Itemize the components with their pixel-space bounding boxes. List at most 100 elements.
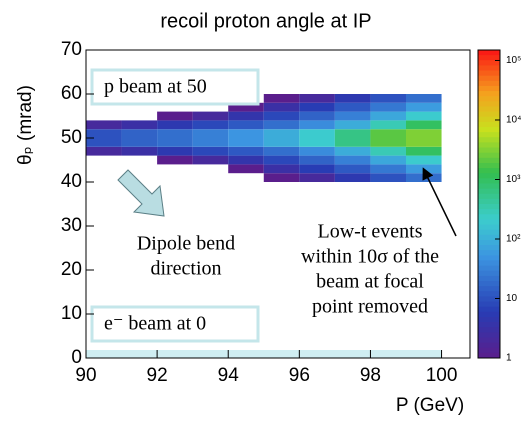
colorbar-segment: [478, 245, 500, 251]
x-tick-label: 94: [218, 365, 240, 386]
heatmap-cell: [370, 164, 406, 174]
heatmap-cell: [334, 94, 371, 103]
colorbar-segment: [478, 275, 500, 282]
colorbar-segment: [478, 270, 500, 277]
heatmap-cell: [228, 138, 264, 147]
heatmap-cell: [406, 94, 442, 103]
colorbar-segment: [478, 219, 500, 226]
colorbar-segment: [478, 106, 500, 113]
colorbar-segment: [478, 183, 500, 190]
heatmap-cell: [263, 120, 300, 130]
x-axis-label: P (GeV): [396, 395, 464, 416]
colorbar-frame: [477, 49, 501, 359]
y-tick-label: 60: [61, 83, 82, 104]
colorbar-segment: [478, 60, 500, 66]
heatmap-cell: [370, 155, 406, 165]
annotation: Dipole bend: [137, 233, 235, 255]
heatmap-cell: [86, 129, 122, 138]
heatmap-cell: [370, 102, 406, 112]
colorbar-segment: [478, 142, 500, 149]
heatmap-cell: [263, 94, 300, 103]
colorbar-segment: [478, 116, 500, 123]
colorbar-segment: [478, 255, 500, 261]
heatmap-cell: [228, 129, 264, 138]
heatmap-cell: [86, 156, 122, 165]
heatmap-cell: [192, 138, 229, 147]
annotation: p beam at 50: [104, 76, 207, 98]
heatmap-cell: [299, 146, 335, 156]
heatmap-cell: [263, 129, 300, 138]
colorbar-segment: [478, 137, 500, 143]
y-tick-label: 10: [61, 303, 82, 324]
annotation-box: [90, 305, 260, 343]
heatmap-cell: [406, 173, 442, 182]
colorbar-segment: [478, 70, 500, 77]
annotation: point removed: [312, 296, 428, 318]
annotation: e⁻ beam at 0: [104, 313, 206, 335]
colorbar-segment: [478, 224, 500, 231]
heatmap-cell: [121, 120, 158, 130]
heatmap-cell: [157, 164, 193, 173]
heatmap-cell: [263, 138, 300, 147]
colorbar-segment: [478, 55, 500, 61]
colorbar-tick-label: 10: [506, 293, 518, 304]
colorbar-segment: [478, 147, 500, 154]
colorbar-segment: [478, 342, 500, 349]
annotation: direction: [150, 258, 221, 280]
colorbar-segment: [478, 132, 500, 138]
heatmap-cell: [299, 102, 335, 112]
colorbar-segment: [478, 332, 500, 338]
colorbar-segment: [478, 352, 500, 359]
colorbar-tick-label: 10³: [506, 174, 521, 185]
heatmap-cell: [406, 111, 442, 121]
colorbar-segment: [478, 65, 500, 72]
heatmap-cell: [299, 138, 335, 147]
heatmap-cell: [86, 138, 122, 147]
plot-frame: [85, 49, 471, 359]
colorbar-segment: [478, 234, 500, 241]
heatmap-cell: [121, 146, 158, 156]
colorbar-segment: [478, 188, 500, 195]
heatmap-cell: [299, 155, 335, 165]
heatmap-cell: [86, 164, 122, 173]
x-tick-label: 100: [426, 365, 458, 386]
heatmap-cell: [157, 129, 193, 138]
heatmap-cell: [406, 120, 442, 130]
colorbar-segment: [478, 75, 500, 82]
annotation: beam at focal: [316, 271, 424, 293]
colorbar-segment: [478, 337, 500, 344]
y-tick-label: 20: [61, 259, 82, 280]
colorbar-segment: [478, 286, 500, 292]
colorbar-tick-label: 10⁴: [506, 115, 521, 126]
colorbar-segment: [478, 239, 500, 246]
heatmap-cell: [406, 138, 442, 147]
colorbar-segment: [478, 168, 500, 174]
colorbar-segment: [478, 265, 500, 272]
pointer-arrow: [422, 167, 457, 237]
annotation: within 10σ of the: [301, 246, 439, 268]
heatmap-cell: [122, 156, 158, 165]
heatmap-cell: [334, 111, 371, 121]
heatmap-cell: [299, 120, 335, 130]
colorbar-tick-label: 10²: [506, 234, 521, 245]
heatmap-cell: [86, 173, 122, 182]
heatmap-cell: [192, 155, 229, 165]
colorbar-segment: [478, 209, 500, 215]
heatmap-cell: [193, 173, 229, 182]
x-tick-label: 96: [289, 365, 310, 386]
x-tick-label: 92: [147, 365, 168, 386]
heatmap-cell: [263, 173, 300, 182]
heatmap-cell: [263, 111, 300, 121]
heatmap-cell: [334, 164, 371, 174]
y-tick-label: 40: [61, 171, 82, 192]
annotation: Low-t events: [318, 221, 423, 243]
heatmap-cell: [263, 164, 300, 174]
colorbar-segment: [478, 127, 500, 133]
x-tick-label: 98: [360, 365, 381, 386]
colorbar-segment: [478, 50, 500, 56]
colorbar-segment: [478, 296, 500, 303]
colorbar-segment: [478, 250, 500, 256]
colorbar-segment: [478, 260, 500, 267]
y-tick-label: 70: [61, 39, 82, 60]
heatmap-cell: [121, 129, 158, 138]
